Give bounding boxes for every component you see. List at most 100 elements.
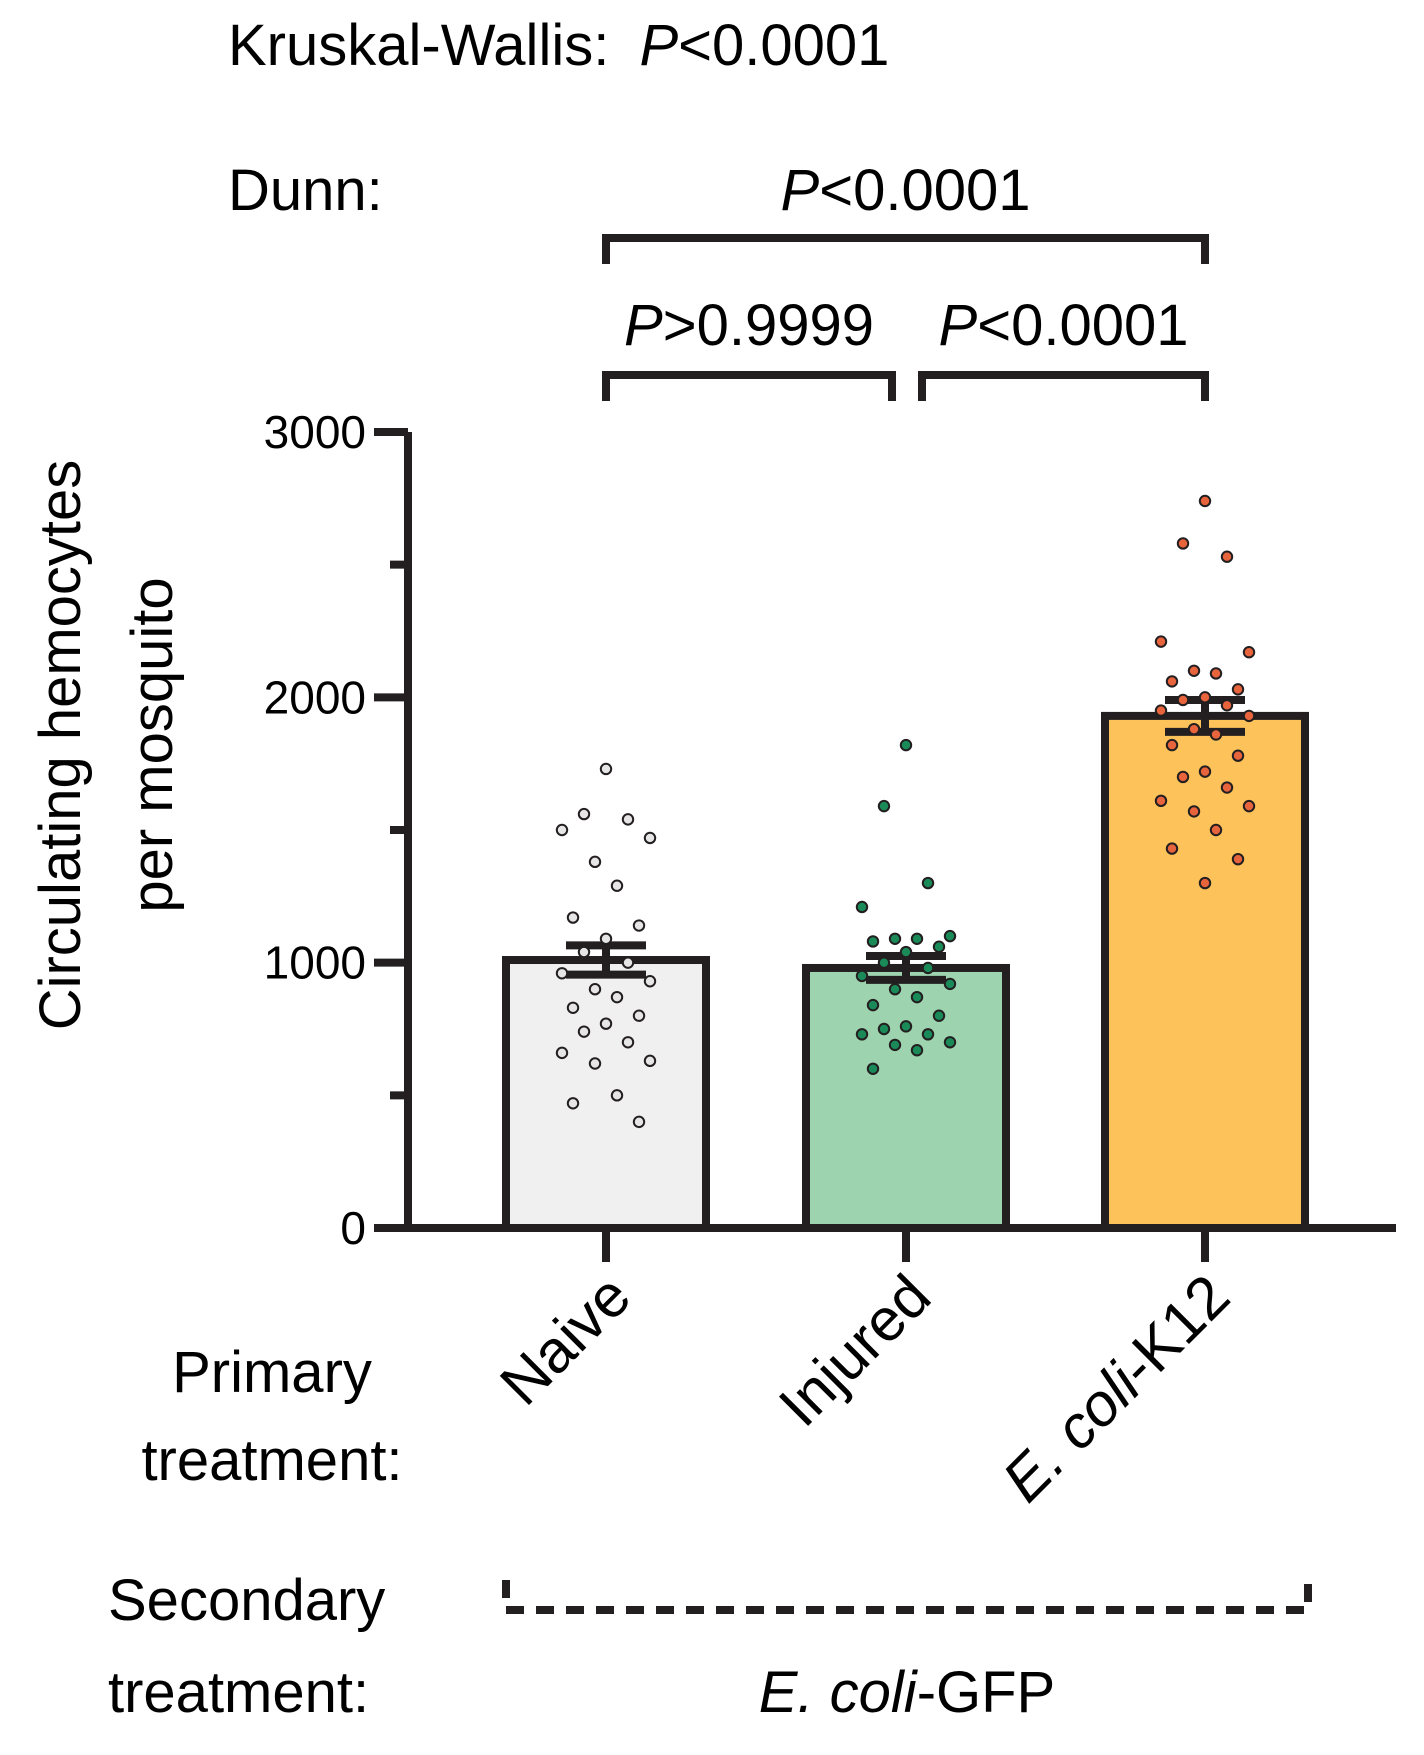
- data-point: [588, 1057, 602, 1070]
- data-point: [1220, 699, 1234, 712]
- p-letter: P: [781, 158, 820, 223]
- kruskal-p-letter: P: [639, 13, 678, 78]
- data-point: [621, 813, 635, 826]
- comparison-p-label-1: P>0.9999: [624, 293, 874, 358]
- category-label-text: Naive: [487, 1262, 643, 1418]
- data-point: [1176, 537, 1190, 550]
- y-tick-label: 1000: [264, 937, 366, 989]
- data-point: [877, 1022, 891, 1036]
- data-point: [932, 940, 946, 953]
- data-point: [1242, 799, 1256, 813]
- x-tick-label-0: Naive: [487, 1262, 643, 1418]
- data-point: [888, 932, 902, 945]
- data-point: [599, 762, 613, 776]
- data-point: [866, 998, 880, 1012]
- comparison-bracket-0: [602, 234, 1209, 264]
- data-point: [577, 945, 591, 959]
- data-point: [555, 1046, 569, 1060]
- dunn-label: Dunn:: [228, 158, 383, 223]
- data-point: [921, 961, 935, 975]
- data-point: [621, 956, 635, 969]
- data-point: [1154, 794, 1168, 808]
- data-point: [643, 975, 657, 988]
- comparison-p-label-0: P<0.0001: [781, 158, 1031, 223]
- data-point: [632, 1115, 646, 1129]
- category-label-text: Injured: [766, 1262, 943, 1439]
- secondary-treatment-value: E. coli-GFP: [759, 1660, 1056, 1725]
- data-point: [932, 1009, 946, 1022]
- data-point: [1165, 738, 1179, 752]
- data-point: [566, 911, 580, 924]
- data-point: [877, 799, 891, 813]
- secondary-treatment-dashed-bracket: [502, 1580, 1312, 1614]
- data-point: [1176, 770, 1190, 784]
- bar-1: [802, 963, 1010, 1232]
- data-point: [1209, 823, 1223, 837]
- kruskal-p-value: <0.0001: [678, 13, 889, 78]
- data-point: [632, 1009, 646, 1022]
- data-point: [943, 977, 957, 991]
- bar-0: [502, 956, 710, 1232]
- data-point: [855, 1028, 869, 1041]
- data-point: [855, 900, 869, 914]
- data-point: [643, 1054, 657, 1068]
- data-point: [1220, 550, 1234, 563]
- data-points-group: [555, 494, 1256, 1129]
- data-point: [899, 738, 913, 752]
- data-point: [1209, 667, 1223, 680]
- data-point: [910, 932, 924, 945]
- kruskal-wallis-annotation: Kruskal-Wallis: P<0.0001: [228, 13, 889, 78]
- p-letter: P: [624, 293, 663, 358]
- x-tick-label-1: Injured: [766, 1262, 943, 1439]
- data-point: [610, 990, 624, 1004]
- axes-group: 0 1000 2000 3000: [264, 406, 1396, 1262]
- data-point: [877, 956, 891, 969]
- data-point: [555, 823, 569, 837]
- data-point: [577, 807, 591, 821]
- p-value: >0.9999: [663, 293, 874, 358]
- data-point: [921, 876, 935, 890]
- y-tick-label: 2000: [264, 671, 366, 723]
- x-tick-label-2: E. coli-K12: [990, 1262, 1243, 1515]
- comparison-p-label-2: P<0.0001: [939, 293, 1189, 358]
- data-point: [1187, 664, 1201, 677]
- data-point: [1176, 693, 1190, 707]
- data-point: [1242, 709, 1256, 723]
- y-tick-label: 3000: [264, 406, 366, 458]
- data-point: [643, 831, 657, 845]
- secondary-value-italic: E. coli: [759, 1660, 919, 1725]
- data-point: [866, 935, 880, 948]
- data-point: [1242, 646, 1256, 659]
- primary-treatment-label-line1: Primary: [172, 1340, 372, 1405]
- comparison-bracket-1: [602, 371, 896, 401]
- data-point: [888, 983, 902, 996]
- data-point: [888, 1038, 902, 1052]
- data-point: [1209, 728, 1223, 741]
- data-point: [910, 990, 924, 1004]
- p-value: <0.0001: [977, 293, 1188, 358]
- data-point: [855, 969, 869, 983]
- data-point: [1231, 749, 1245, 762]
- secondary-treatment-label-line1: Secondary: [108, 1568, 385, 1633]
- data-point: [1231, 852, 1245, 866]
- kruskal-label: Kruskal-Wallis:: [228, 13, 609, 78]
- data-point: [1231, 683, 1245, 696]
- data-point: [1220, 781, 1234, 794]
- data-point: [1198, 765, 1212, 778]
- x-tick-labels-group: Naive Injured E. coli-K12: [487, 1262, 1242, 1515]
- data-point: [1198, 876, 1212, 890]
- p-value: <0.0001: [819, 158, 1030, 223]
- data-point: [621, 1036, 635, 1049]
- data-point: [899, 1020, 913, 1033]
- data-point: [1198, 494, 1212, 508]
- data-point: [599, 932, 613, 945]
- data-point: [588, 855, 602, 869]
- secondary-treatment-label-line2: treatment:: [108, 1660, 369, 1725]
- data-point: [566, 1097, 580, 1110]
- data-point: [866, 1062, 880, 1076]
- data-point: [1187, 722, 1201, 736]
- secondary-value-suffix: -GFP: [917, 1660, 1056, 1725]
- y-axis-label-line1: Circulating hemocytes: [28, 460, 93, 1031]
